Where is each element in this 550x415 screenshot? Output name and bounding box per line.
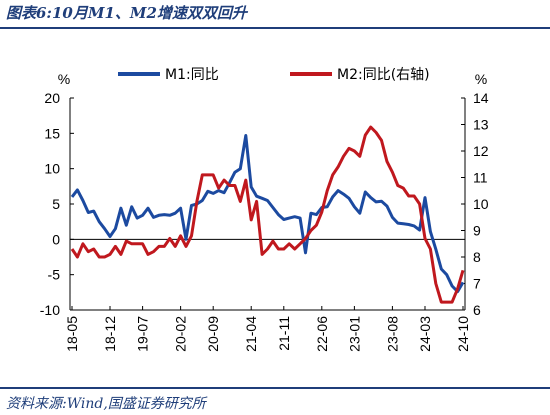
source-note: 资料来源:Wind,国盛证券研究所 — [6, 396, 206, 412]
chart-title: 图表6:10月M1、M2增速双双回升 — [6, 4, 247, 22]
right-tick-label: 12 — [473, 143, 489, 159]
right-tick-label: 9 — [473, 223, 481, 239]
left-tick-label: 5 — [52, 196, 60, 212]
x-tick-label: 19-07 — [135, 316, 151, 352]
right-tick-label: 6 — [473, 302, 481, 318]
right-tick-label: 13 — [473, 117, 489, 133]
x-tick-label: 23-08 — [384, 316, 400, 352]
chart-legend: M1:同比 M2:同比(右轴) — [118, 67, 430, 83]
left-tick-label: 20 — [44, 90, 60, 106]
x-tick-label: 24-10 — [455, 316, 471, 352]
x-tick-label: 22-06 — [314, 316, 330, 352]
left-tick-label: 10 — [44, 161, 60, 177]
line-chart: 20 15 10 5 0 -5 -10 14 13 12 11 10 9 8 7 6% % 18-05 18-12 1… — [40, 67, 489, 352]
m2-series-line — [70, 125, 465, 304]
x-tick-label: 21-04 — [243, 316, 259, 352]
chart-series — [70, 125, 465, 304]
right-axis-label: % — [475, 71, 487, 87]
right-tick-label: 7 — [473, 276, 481, 292]
left-tick-label: 15 — [44, 125, 60, 141]
right-tick-label: 11 — [473, 170, 488, 186]
right-tick-label: 14 — [473, 90, 489, 106]
left-tick-label: 0 — [52, 231, 60, 247]
x-tick-label: 21-11 — [276, 316, 292, 351]
left-tick-label: -5 — [48, 267, 61, 283]
left-axis-label: % — [58, 71, 70, 87]
footer-divider — [0, 387, 550, 389]
left-tick-label: -10 — [40, 302, 60, 318]
x-tick-label: 18-05 — [64, 316, 80, 352]
chart-axes: 20 15 10 5 0 -5 -10 14 13 12 11 10 9 8 7 6% % 18-05 18-12 1… — [40, 71, 489, 352]
x-tick-label: 20-09 — [205, 316, 221, 352]
right-tick-label: 10 — [473, 196, 489, 212]
x-tick-label: 20-02 — [173, 316, 189, 352]
x-tick-label: 18-12 — [102, 316, 118, 352]
x-tick-label: 24-03 — [417, 316, 433, 352]
legend-label-m2: M2:同比(右轴) — [337, 67, 430, 83]
legend-label-m1: M1:同比 — [165, 67, 219, 83]
title-divider — [0, 27, 550, 29]
right-tick-label: 8 — [473, 249, 481, 265]
x-tick-label: 23-01 — [346, 316, 362, 352]
m1-series-line — [70, 134, 465, 294]
